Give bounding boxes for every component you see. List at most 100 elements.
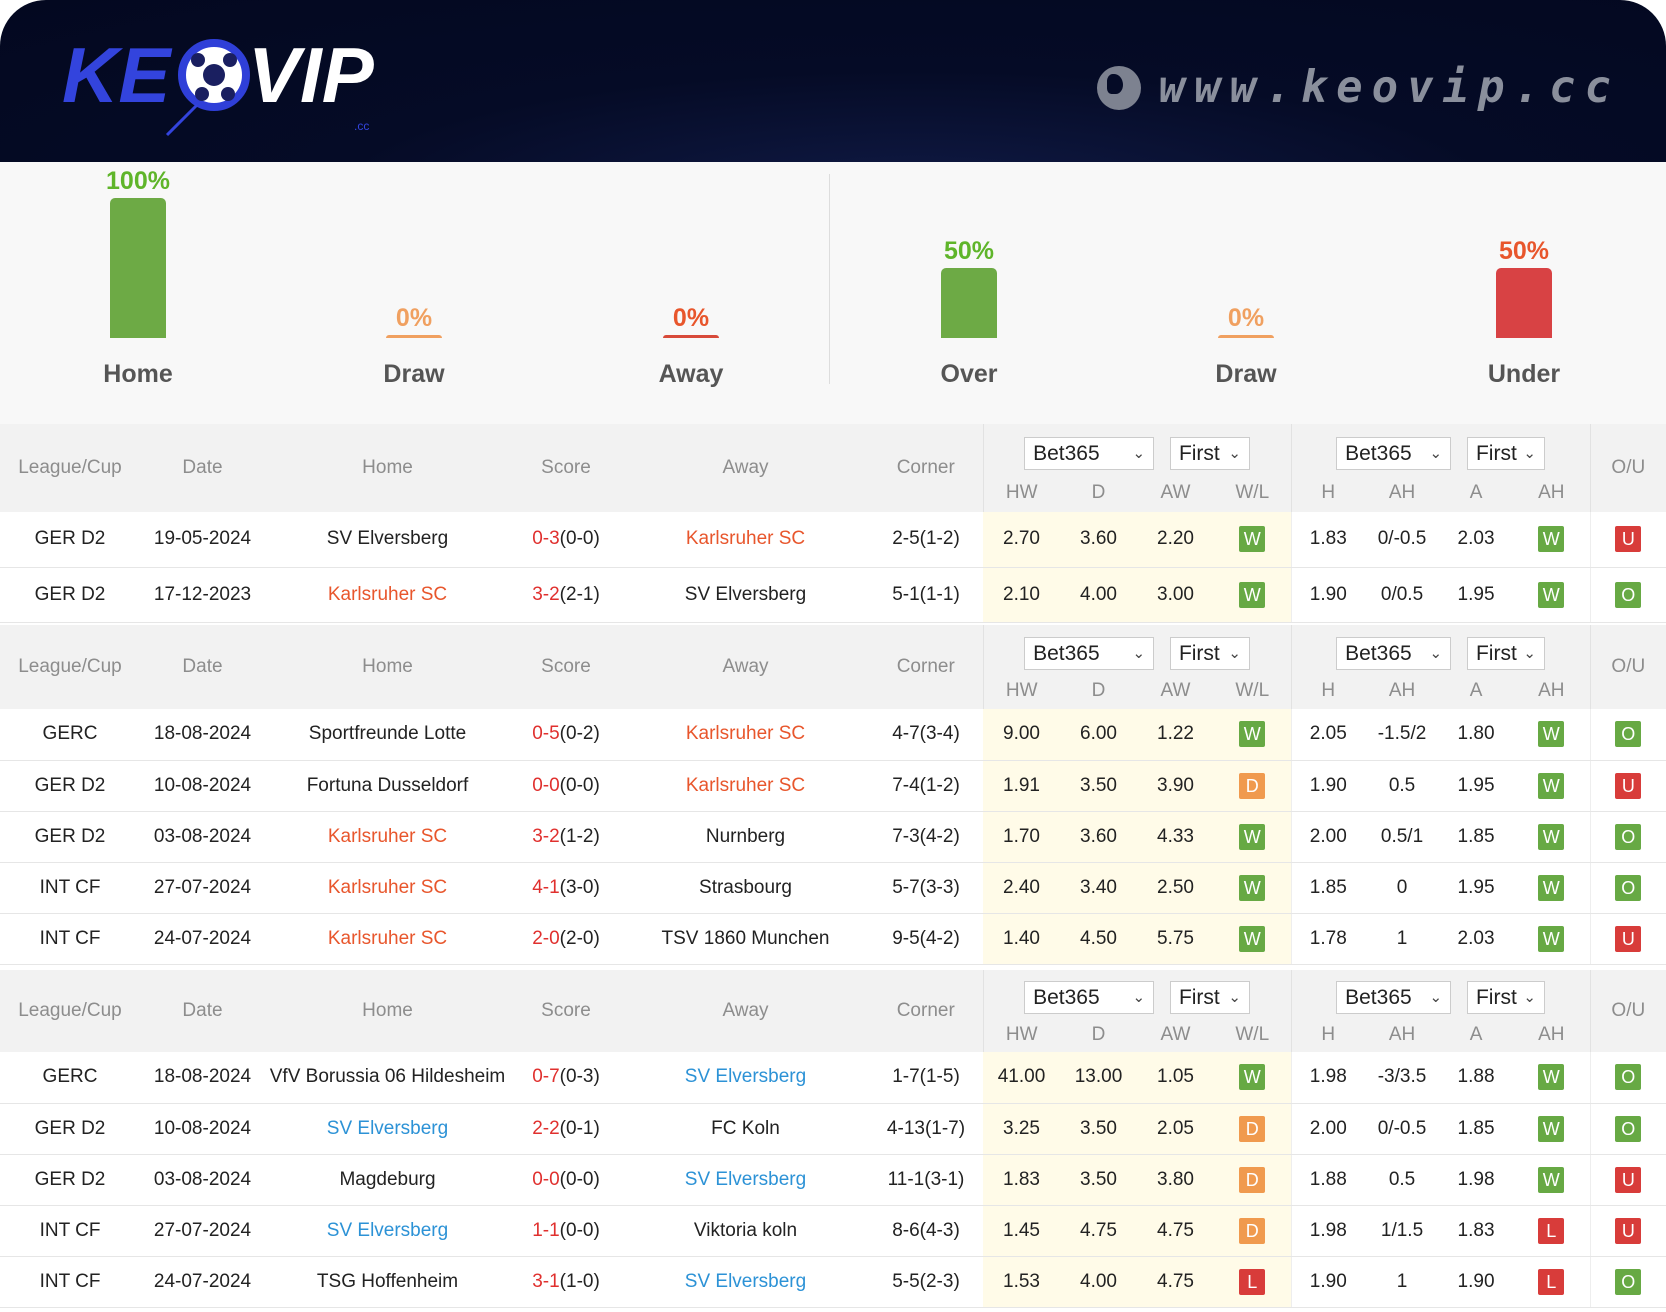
period-select[interactable]: First ⌄ [1169, 981, 1250, 1014]
bookmaker-select[interactable]: Bet365 ⌄ [1024, 981, 1155, 1014]
away-team[interactable]: Karlsruher SC [622, 760, 869, 812]
home-team[interactable]: SV Elversberg [265, 1205, 510, 1257]
full-time-score: 0-5 [532, 723, 560, 745]
home-team[interactable]: Fortuna Dusseldorf [265, 760, 510, 812]
col-h: H [1290, 474, 1366, 512]
chevron-down-icon: ⌄ [1132, 444, 1146, 462]
draw-odds: 4.50 [1060, 913, 1137, 965]
home-team[interactable]: Magdeburg [265, 1154, 510, 1206]
col-aw: AW [1137, 673, 1214, 709]
home-team[interactable]: Karlsruher SC [265, 811, 510, 863]
table-row: GER D2 10-08-2024 Fortuna Dusseldorf 0-0(… [0, 760, 1666, 812]
home-team[interactable]: Sportfreunde Lotte [265, 709, 510, 761]
win-loss-badge: L [1239, 1268, 1266, 1295]
win-loss: D [1214, 1154, 1292, 1206]
home-team[interactable]: Karlsruher SC [265, 567, 510, 623]
stat-ou-under: 50% Under [1444, 162, 1604, 424]
home-team[interactable]: SV Elversberg [265, 512, 510, 568]
away-team[interactable]: FC Koln [622, 1103, 869, 1155]
home-team[interactable]: TSG Hoffenheim [265, 1256, 510, 1308]
chevron-down-icon: ⌄ [1228, 644, 1241, 662]
home-team[interactable]: Karlsruher SC [265, 862, 510, 914]
draw-odds: 3.60 [1060, 512, 1137, 568]
over-under: O [1589, 709, 1666, 761]
away-team[interactable]: Nurnberg [622, 811, 869, 863]
away-team[interactable]: SV Elversberg [622, 567, 869, 623]
asian-handicap: 0.5 [1365, 1154, 1440, 1206]
score-cell: 3-2(1-2) [510, 811, 622, 863]
score-cell: 3-2(2-1) [510, 567, 622, 623]
bookmaker-select[interactable]: Bet365 ⌄ [1024, 636, 1155, 670]
stat-result-away: 0% Away [611, 162, 771, 424]
col-d: D [1060, 673, 1137, 709]
chevron-down-icon: ⌄ [1132, 644, 1146, 662]
handicap-result-badge: W [1538, 721, 1565, 748]
period-select[interactable]: First ⌄ [1169, 636, 1250, 670]
away-team[interactable]: Strasbourg [622, 862, 869, 914]
win-loss-badge: D [1239, 772, 1266, 799]
asian-handicap: 0 [1365, 862, 1440, 914]
home-win-odds: 1.70 [983, 811, 1060, 863]
away-win-odds: 3.00 [1137, 567, 1214, 623]
ah-period-select[interactable]: First ⌄ [1466, 636, 1545, 670]
chevron-down-icon: ⌄ [1523, 989, 1536, 1006]
full-time-score: 2-2 [532, 1117, 560, 1139]
table-header: League/Cup Date Home Score Away Corner Bet365… [0, 970, 1666, 1052]
table-row: GERC 18-08-2024 Sportfreunde Lotte 0-5(0-… [0, 709, 1666, 761]
win-loss-badge: D [1239, 1166, 1266, 1193]
away-team[interactable]: TSV 1860 Munchen [622, 913, 869, 965]
handicap-result: W [1513, 862, 1591, 914]
over-under: U [1589, 1154, 1666, 1206]
chevron-down-icon: ⌄ [1228, 989, 1241, 1006]
draw-odds: 4.00 [1060, 1256, 1137, 1308]
score-cell: 2-0(2-0) [510, 913, 622, 965]
ah-period-select[interactable]: First ⌄ [1466, 981, 1545, 1014]
corner-cell: 1-7(1-5) [869, 1052, 983, 1104]
stat-bar [1218, 335, 1274, 338]
handicap-away: 2.03 [1439, 913, 1514, 965]
bookmaker-select[interactable]: Bet365 ⌄ [1024, 436, 1155, 470]
away-team[interactable]: Karlsruher SC [622, 709, 869, 761]
home-team[interactable]: Karlsruher SC [265, 913, 510, 965]
half-time-score: (2-1) [559, 583, 600, 605]
half-time-score: (0-0) [559, 1168, 600, 1190]
stat-label: Over [940, 360, 998, 388]
over-under-badge: O [1615, 1115, 1642, 1142]
home-team[interactable]: SV Elversberg [265, 1103, 510, 1155]
half-time-score: (0-2) [559, 723, 600, 745]
odds-selectors: Bet365 ⌄ First ⌄ [982, 424, 1292, 474]
stat-percent: 0% [1227, 304, 1265, 332]
away-team[interactable]: Karlsruher SC [622, 512, 869, 568]
col-ou: O/U [1589, 625, 1666, 709]
away-team[interactable]: Viktoria koln [622, 1205, 869, 1257]
table-row: GERC 18-08-2024 VfV Borussia 06 Hildeshei… [0, 1052, 1666, 1104]
handicap-result-badge: W [1538, 823, 1565, 850]
ah-period-select[interactable]: First ⌄ [1466, 436, 1545, 470]
over-under: O [1589, 1256, 1666, 1308]
draw-odds: 4.00 [1060, 567, 1137, 623]
period-select[interactable]: First ⌄ [1169, 436, 1250, 470]
date-cell: 27-07-2024 [140, 862, 265, 914]
win-loss: W [1214, 811, 1292, 863]
stat-label: Away [658, 360, 724, 388]
away-team[interactable]: SV Elversberg [622, 1154, 869, 1206]
over-under-badge: O [1615, 581, 1642, 608]
stat-bar [110, 198, 166, 338]
ah-bookmaker-select[interactable]: Bet365 ⌄ [1336, 981, 1452, 1014]
win-loss: W [1214, 862, 1292, 914]
away-team[interactable]: SV Elversberg [622, 1256, 869, 1308]
col-ah: AH [1365, 474, 1440, 512]
draw-odds: 3.50 [1060, 1154, 1137, 1206]
full-time-score: 0-7 [532, 1066, 560, 1088]
asian-handicap: 1 [1365, 1256, 1440, 1308]
home-team[interactable]: VfV Borussia 06 Hildesheim [265, 1052, 510, 1104]
away-win-odds: 3.80 [1137, 1154, 1214, 1206]
away-team[interactable]: SV Elversberg [622, 1052, 869, 1104]
score-cell: 0-3(0-0) [510, 512, 622, 568]
asian-handicap: 1 [1365, 913, 1440, 965]
over-under-badge: U [1615, 1166, 1642, 1193]
ah-bookmaker-select[interactable]: Bet365 ⌄ [1336, 436, 1452, 470]
ah-bookmaker-select[interactable]: Bet365 ⌄ [1336, 636, 1452, 670]
home-win-odds: 1.91 [983, 760, 1060, 812]
chevron-down-icon: ⌄ [1429, 989, 1443, 1006]
